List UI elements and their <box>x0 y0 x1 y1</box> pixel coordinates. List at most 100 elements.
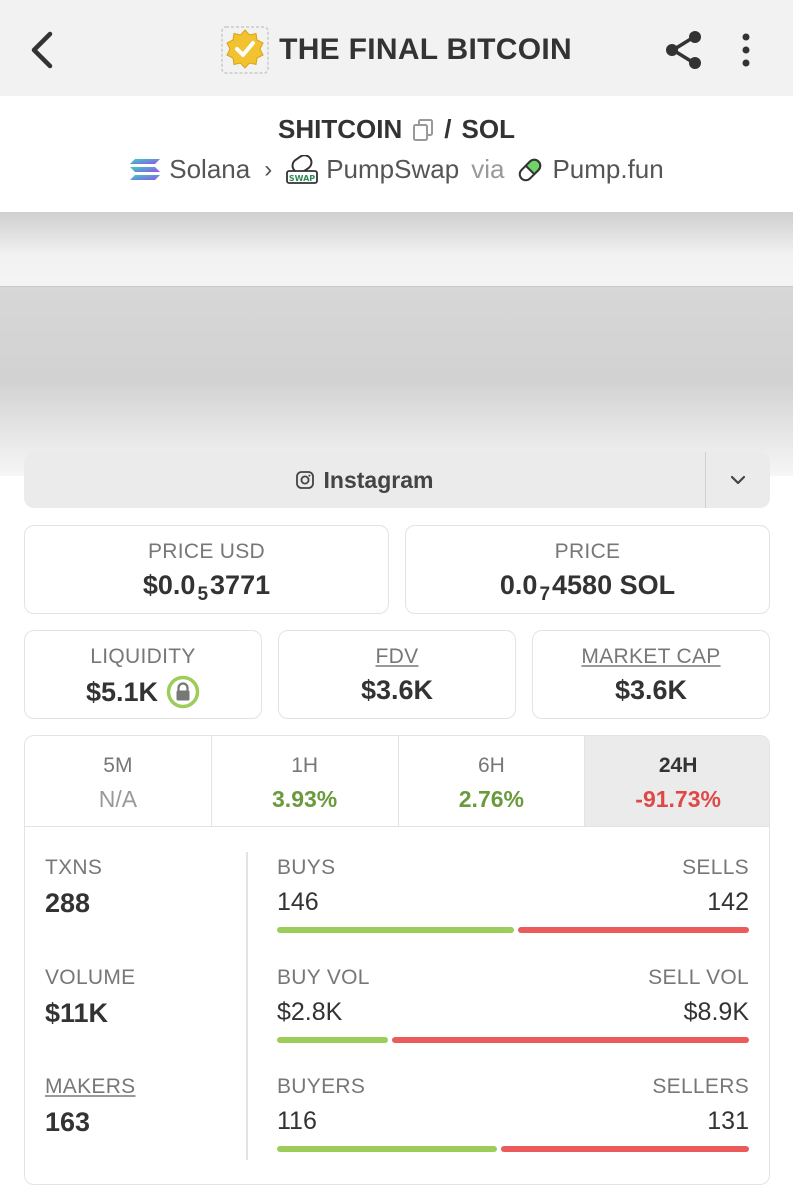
dropdown-divider <box>705 452 706 508</box>
txns-label: TXNS <box>45 856 103 879</box>
tab-1h-change: 3.93% <box>272 786 338 812</box>
volume-value: $11K <box>45 998 109 1028</box>
top-bar: THE FINAL BITCOIN <box>0 0 793 96</box>
sell-vol-value: $8.9K <box>683 998 749 1026</box>
buys-sells-split: BUYS SELLS 146 142 <box>277 856 749 933</box>
back-arrow-icon[interactable] <box>22 26 62 74</box>
buyers-value: 116 <box>277 1107 317 1135</box>
sellers-label: SELLERS <box>652 1075 749 1098</box>
buys-value: 146 <box>277 888 319 916</box>
dropdown-toggle[interactable] <box>706 474 770 486</box>
chain-breadcrumb: Solana › SWAP PumpSwap via Pump.fun <box>0 154 793 185</box>
price-native-label: PRICE <box>554 540 621 563</box>
buys-sells-bar <box>277 927 749 933</box>
price-usd-label: PRICE USD <box>147 540 266 563</box>
pair-header: SHITCOIN / SOL Solana › SWAP PumpSwap vi… <box>0 96 793 212</box>
volume-label: VOLUME <box>45 966 136 989</box>
tab-6h-change: 2.76% <box>458 786 524 812</box>
buy-vol-value: $2.8K <box>277 998 343 1026</box>
buyers-bar-fill <box>277 1146 497 1152</box>
instagram-link[interactable]: Instagram <box>24 467 705 494</box>
chevron-down-icon <box>730 475 746 485</box>
tab-5m[interactable]: 5M N/A <box>25 736 212 826</box>
price-usd-zero-count: 5 <box>197 583 209 605</box>
chain-name[interactable]: Solana <box>169 154 251 184</box>
sells-value: 142 <box>707 888 749 916</box>
token-title-group: THE FINAL BITCOIN <box>0 24 793 76</box>
tab-24h-change: -91.73% <box>635 786 721 812</box>
social-links-dropdown[interactable]: Instagram <box>24 452 770 508</box>
quote-token-symbol: SOL <box>461 114 515 144</box>
token-banner <box>0 286 793 476</box>
buy-sell-volume-bar <box>277 1037 749 1043</box>
market-cap-value: $3.6K <box>614 675 688 705</box>
buy-vol-bar-fill <box>277 1037 388 1043</box>
more-vertical-icon[interactable] <box>732 30 760 70</box>
solana-icon <box>130 158 161 180</box>
price-native-value: 0.0 7 4580 SOL <box>406 570 769 605</box>
txns-value: 288 <box>45 888 91 918</box>
tab-6h-label: 6H <box>477 754 505 777</box>
page-title: THE FINAL BITCOIN <box>279 33 572 66</box>
makers-value: 163 <box>45 1107 91 1137</box>
price-native-prefix: 0.0 <box>499 570 538 600</box>
sell-vol-bar-fill <box>392 1037 749 1043</box>
tab-1h[interactable]: 1H 3.93% <box>212 736 399 826</box>
pair-name: SHITCOIN / SOL <box>0 114 793 145</box>
timeframe-tabs: 5M N/A 1H 3.93% 6H 2.76% 24H -91.73% <box>25 736 769 827</box>
buys-label: BUYS <box>277 856 336 879</box>
pumpfun-pill-icon <box>519 158 542 181</box>
makers-metric[interactable]: MAKERS 163 <box>45 1075 136 1138</box>
sell-vol-label: SELL VOL <box>648 966 749 989</box>
price-native-card: PRICE 0.0 7 4580 SOL <box>405 525 770 614</box>
instagram-icon <box>295 471 314 489</box>
via-label: via <box>471 154 505 184</box>
chevron-right-icon: › <box>264 155 273 183</box>
price-usd-value: $0.0 5 3771 <box>25 570 388 605</box>
trade-stats-panel: 5M N/A 1H 3.93% 6H 2.76% 24H -91.73% TXN… <box>24 735 770 1185</box>
verified-badge-icon <box>221 26 269 74</box>
sellers-bar-fill <box>501 1146 749 1152</box>
tab-5m-label: 5M <box>103 754 133 777</box>
buyers-label: BUYERS <box>277 1075 366 1098</box>
price-usd-digits: 3771 <box>210 570 271 600</box>
liquidity-value: $5.1K <box>85 676 159 707</box>
share-icon[interactable] <box>662 28 706 72</box>
tab-24h-label: 24H <box>658 754 698 777</box>
buyers-sellers-split: BUYERS SELLERS 116 131 <box>277 1075 749 1152</box>
market-cap-label[interactable]: MARKET CAP <box>581 645 721 668</box>
txns-metric: TXNS 288 <box>45 856 102 919</box>
instagram-label: Instagram <box>323 466 434 493</box>
buyers-sellers-bar <box>277 1146 749 1152</box>
launchpad-name[interactable]: Pump.fun <box>552 154 664 184</box>
price-native-zero-count: 7 <box>539 583 551 605</box>
liquidity-label: LIQUIDITY <box>90 645 196 668</box>
price-usd-prefix: $0.0 <box>142 570 196 600</box>
base-token-symbol: SHITCOIN <box>278 114 403 144</box>
fdv-card[interactable]: FDV $3.6K <box>278 630 516 719</box>
dex-name[interactable]: PumpSwap <box>326 154 460 184</box>
sellers-value: 131 <box>707 1107 749 1135</box>
sells-label: SELLS <box>682 856 749 879</box>
market-cap-card[interactable]: MARKET CAP $3.6K <box>532 630 770 719</box>
liquidity-value-row: $5.1K <box>25 675 261 709</box>
column-divider <box>246 852 248 1160</box>
price-native-digits: 4580 SOL <box>552 570 676 600</box>
svg-text:SWAP: SWAP <box>289 174 315 183</box>
buy-vol-label: BUY VOL <box>277 966 370 989</box>
header-shadow <box>0 212 793 286</box>
buys-bar-fill <box>277 927 514 933</box>
sells-bar-fill <box>518 927 749 933</box>
lock-icon[interactable] <box>166 675 200 709</box>
fdv-value: $3.6K <box>360 675 434 705</box>
buy-sell-volume-split: BUY VOL SELL VOL $2.8K $8.9K <box>277 966 749 1043</box>
volume-metric: VOLUME $11K <box>45 966 136 1029</box>
price-usd-card: PRICE USD $0.0 5 3771 <box>24 525 389 614</box>
copy-icon[interactable] <box>412 118 434 142</box>
makers-label[interactable]: MAKERS <box>45 1075 136 1098</box>
pumpswap-icon: SWAP <box>286 154 319 184</box>
tab-1h-label: 1H <box>291 754 319 777</box>
tab-6h[interactable]: 6H 2.76% <box>399 736 586 826</box>
tab-24h[interactable]: 24H -91.73% <box>585 736 769 826</box>
fdv-label[interactable]: FDV <box>375 645 419 668</box>
